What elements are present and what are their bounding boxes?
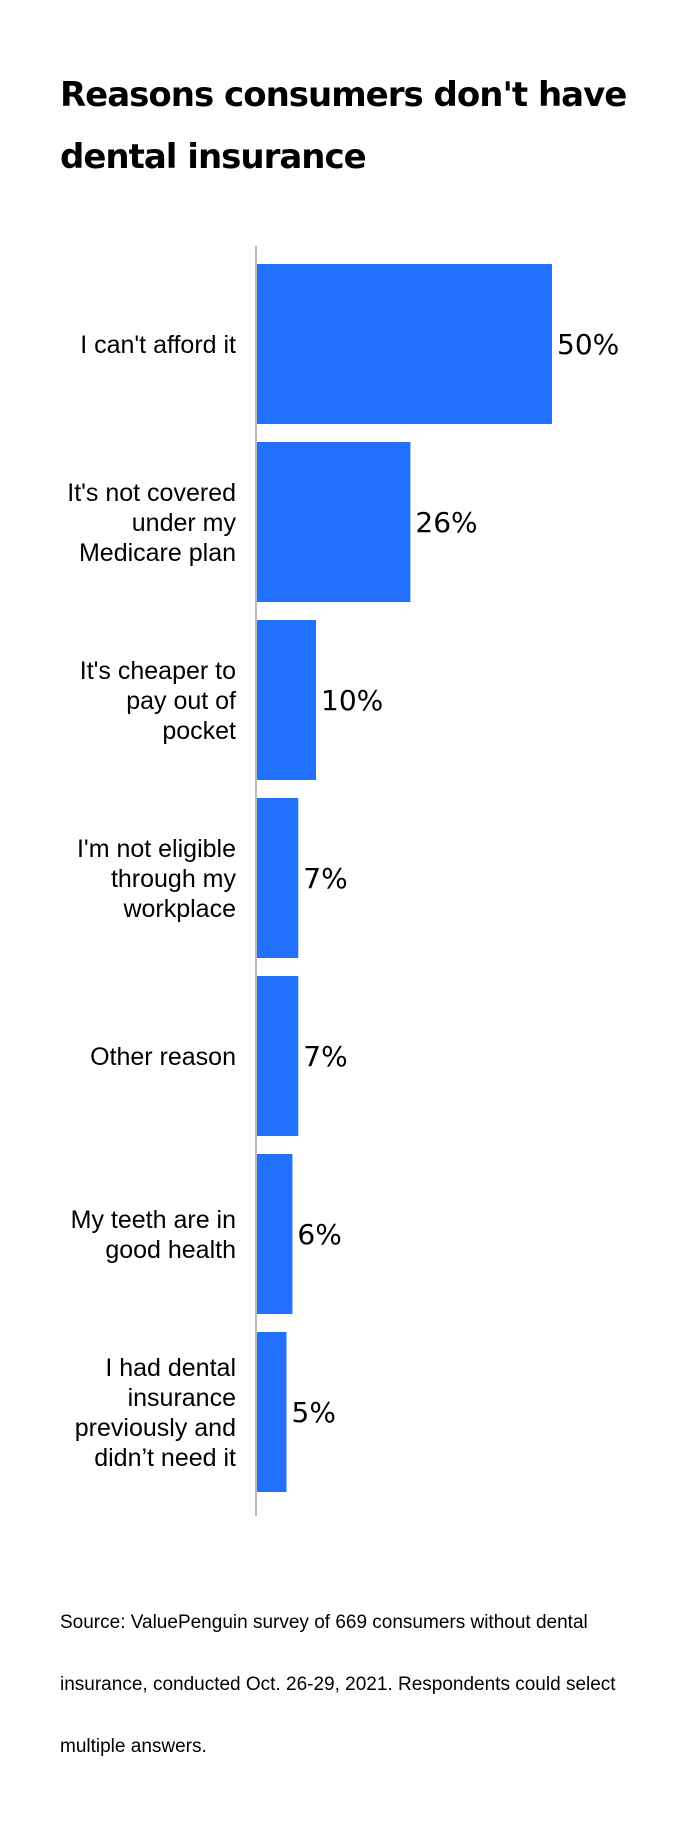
bar — [257, 264, 552, 424]
category-label-line: good health — [105, 1236, 236, 1264]
category-label-line: I can't afford it — [80, 331, 236, 359]
category-label-line: pocket — [162, 717, 236, 745]
category-label-line: My teeth are in — [71, 1206, 236, 1234]
bar — [257, 976, 299, 1136]
category-label-line: I'm not eligible — [77, 835, 236, 863]
category-label: Other reason — [90, 1043, 236, 1071]
bar — [257, 1332, 287, 1492]
category-label: My teeth are in good health — [71, 1206, 236, 1264]
category-label-line: workplace — [122, 895, 236, 923]
category-label: It's not covered under my Medicare plan — [67, 479, 236, 567]
category-label: I'm not eligible through my workplace — [77, 835, 237, 923]
category-label-line: I had dental — [105, 1354, 236, 1382]
category-label-line: through my — [111, 865, 237, 893]
data-label: 6% — [297, 1218, 341, 1251]
data-label: 26% — [415, 506, 477, 539]
bar — [257, 442, 411, 602]
data-label: 5% — [292, 1396, 336, 1429]
category-label-line: It's not covered — [67, 479, 236, 507]
category-label-line: under my — [132, 509, 237, 537]
data-label: 7% — [303, 862, 347, 895]
category-label-line: pay out of — [126, 687, 236, 715]
category-label: I had dental insurance previously and didn’… — [75, 1354, 236, 1472]
category-label-line: previously and — [75, 1414, 236, 1442]
category-label-line: didn’t need it — [94, 1444, 236, 1472]
data-label: 10% — [321, 684, 383, 717]
data-label: 7% — [303, 1040, 347, 1073]
category-label: I can't afford it — [80, 331, 236, 359]
bar-chart: 50% I can't afford it 26% It's not covered u… — [67, 246, 619, 1516]
category-label-line: insurance — [128, 1384, 236, 1412]
source-note: Source: ValuePenguin survey of 669 consu… — [60, 1612, 616, 1757]
category-label-line: Medicare plan — [79, 539, 236, 567]
category-label-line: Other reason — [90, 1043, 236, 1071]
bar — [257, 620, 316, 780]
category-label-line: It's cheaper to — [80, 657, 236, 685]
data-label: 50% — [557, 328, 619, 361]
bar — [257, 798, 299, 958]
bar — [257, 1154, 293, 1314]
chart-title: Reasons consumers don't have dental insu… — [60, 75, 627, 177]
category-label: It's cheaper to pay out of pocket — [80, 657, 236, 745]
